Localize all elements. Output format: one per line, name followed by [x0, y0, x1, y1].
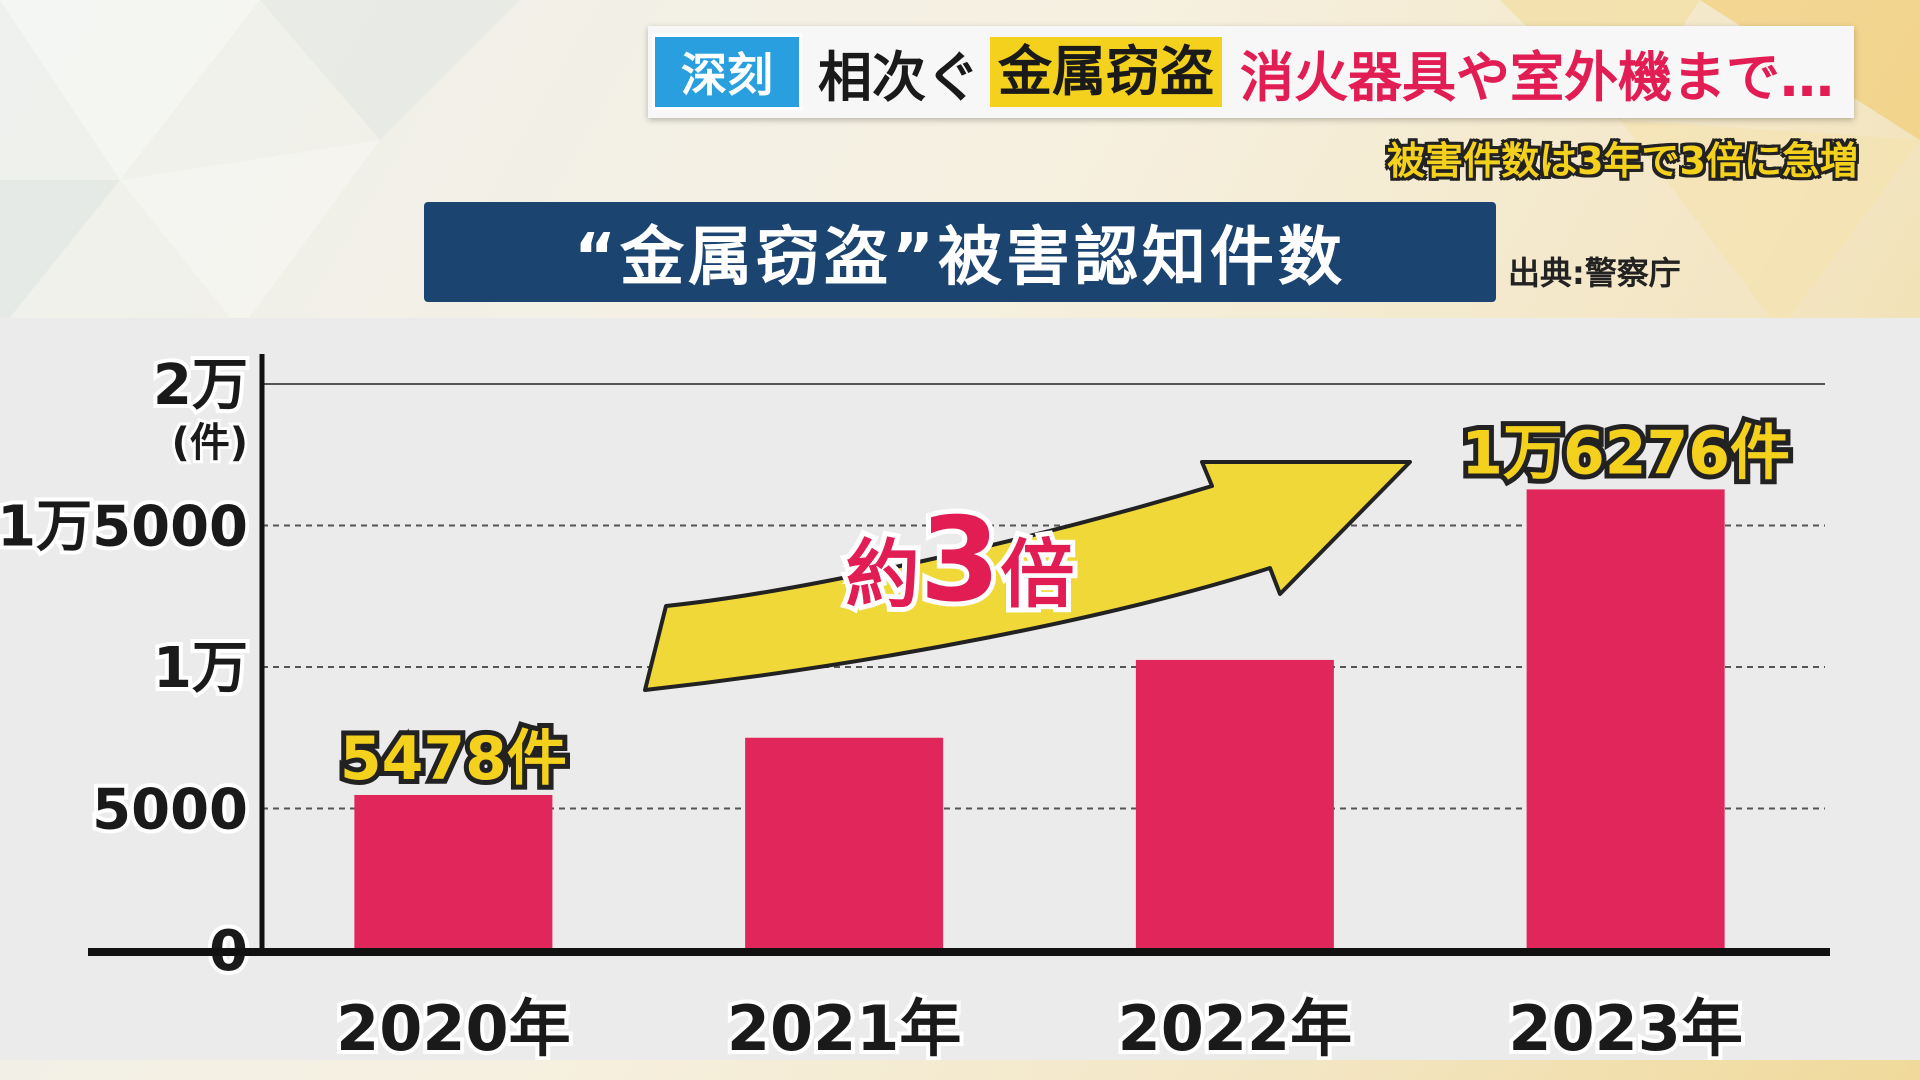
- headline-part1: 相次ぐ: [818, 45, 980, 109]
- headline-part2: 消火器具や室外機まで…: [1240, 45, 1834, 109]
- annotation-label: 約3倍: [846, 493, 1075, 628]
- x-category-label: 2023年: [1508, 992, 1743, 1060]
- data-label: 5478件: [340, 724, 567, 794]
- headline-highlight: 金属窃盗: [990, 37, 1222, 107]
- bar: [1135, 659, 1334, 950]
- x-category-label: 2020年: [336, 992, 571, 1060]
- y-tick-label: 5000: [92, 778, 248, 843]
- bar: [354, 794, 553, 950]
- bar: [1526, 489, 1725, 950]
- x-category-label: 2021年: [727, 992, 962, 1060]
- y-tick-label: 1万: [153, 636, 248, 701]
- chart-panel: 0 5000 1万 1万5000 2万 (件) 2020年 2021年 2022年 2023年 54…: [0, 318, 1920, 1060]
- y-tick-label: 2万: [153, 353, 248, 418]
- data-label: 1万6276件: [1461, 418, 1790, 488]
- y-unit-label: (件): [171, 420, 248, 466]
- bar: [745, 737, 944, 950]
- y-tick-label: 1万5000: [0, 495, 248, 560]
- headline-banner: 深刻 相次ぐ 金属窃盗 消火器具や室外機まで…: [648, 26, 1854, 118]
- growth-arrow: [643, 460, 1412, 692]
- chart-title: “金属窃盗”被害認知件数: [424, 202, 1496, 302]
- source-label: 出典:警察庁: [1508, 254, 1681, 292]
- subheadline: 被害件数は3年で3倍に急増: [1387, 139, 1858, 183]
- x-category-label: 2022年: [1118, 992, 1353, 1060]
- headline-tag: 深刻: [652, 34, 802, 110]
